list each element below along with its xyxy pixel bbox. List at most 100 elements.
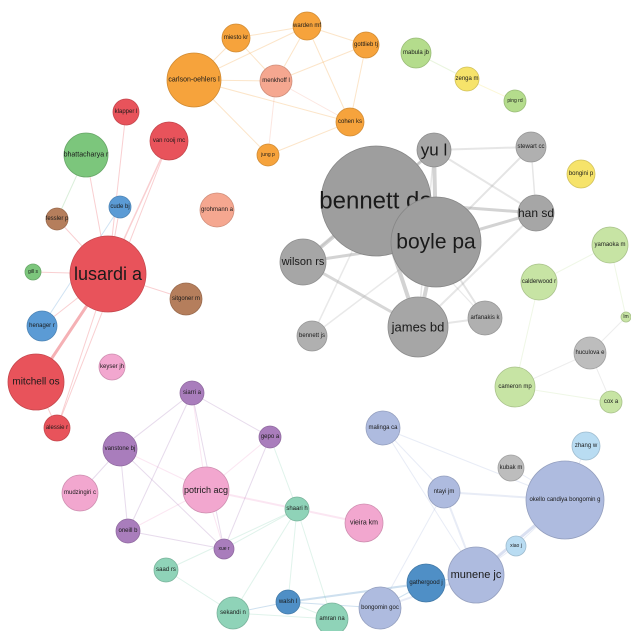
node-mudzingiri[interactable]: mudzingiri c [61,474,99,512]
node-lusardi[interactable]: lusardi a [69,235,147,313]
node-vanrooij[interactable]: van rooij mc [149,121,189,161]
node-cameron[interactable]: cameron mp [494,366,536,408]
node-label: vieira km [350,520,378,527]
node-gathergood[interactable]: gathergood j [406,563,446,603]
node-bongomin[interactable]: bongomin goc [358,586,402,630]
node-label: siarri a [183,390,202,396]
node-label: alessie r [46,425,68,431]
node-label: lusardi a [74,264,143,284]
edge-shaari-gepo [269,436,298,510]
node-hansd[interactable]: han sd [517,194,555,232]
node-label: cameron mp [498,384,532,390]
node-boyle[interactable]: boyle pa [390,196,482,288]
node-circle [26,310,58,342]
node-label: boyle pa [396,231,476,254]
node-stewart[interactable]: stewart cc [515,131,547,163]
node-gill[interactable]: gill s [24,263,42,281]
node-label: bongini p [569,171,594,177]
node-cude[interactable]: cude bj [108,195,132,219]
node-label: gepo a [261,434,280,440]
node-label: fessler p [46,216,69,222]
node-saad[interactable]: saad rs [153,557,179,583]
node-malinga[interactable]: malinga ca [365,410,401,446]
node-label: mudzingiri c [64,490,96,496]
node-label: wilson rs [281,256,325,268]
node-amran[interactable]: amran na [315,602,349,631]
node-miesto[interactable]: miesto kr [221,23,251,53]
node-label: mitchell os [12,377,59,388]
node-wilson[interactable]: wilson rs [279,238,327,286]
node-gottlieb[interactable]: gottlieb tj [352,31,380,59]
node-zhang[interactable]: zhang w [571,431,601,461]
node-circle [63,132,109,178]
node-potrich[interactable]: potrich acg [182,466,230,514]
edge-shaari-sekandi [232,508,298,614]
node-label: lm [623,314,628,320]
edge-cohen-jung [267,121,351,156]
node-circle [344,503,384,543]
node-grohmann[interactable]: grohmann a [199,192,235,228]
node-xue[interactable]: xue r [213,538,235,560]
node-bennettjs[interactable]: bennett js [296,320,328,352]
node-menkhoff[interactable]: menkhoff l [259,64,293,98]
node-james[interactable]: james bd [387,296,449,358]
node-walsh[interactable]: walsh l [275,589,301,615]
node-mabula[interactable]: mabula jb [400,37,432,69]
edge-shaari-xue [223,508,298,550]
node-vanstone[interactable]: vanstone bj [102,431,138,467]
node-arfanakis[interactable]: arfanakis k [467,300,503,336]
node-bhattacharya[interactable]: bhattacharya r [63,132,109,178]
node-label: amran na [319,616,345,622]
edge-sekandi-amran [232,612,333,620]
node-keyser[interactable]: keyser jh [98,353,126,381]
node-circle [153,557,179,583]
edge-shaari-walsh [287,508,298,603]
node-label: huculova e [575,350,605,356]
node-circle [406,563,446,603]
node-mitchell[interactable]: mitchell os [7,353,65,411]
node-yu[interactable]: yu l [416,132,452,168]
node-xiao[interactable]: xiao j [505,535,527,557]
node-circle [400,37,432,69]
node-circle [43,414,71,442]
node-zenga[interactable]: zenga m [454,66,480,92]
node-klapper[interactable]: klapper l [112,98,140,126]
node-vieira[interactable]: vieira km [344,503,384,543]
node-bongini[interactable]: bongini p [566,159,596,189]
node-carlson[interactable]: carlson-oehlers l [166,52,222,108]
node-okello[interactable]: okello candiya bongomin g [525,460,605,540]
node-siarri[interactable]: siarri a [179,380,205,406]
node-kubak[interactable]: kubak m [497,454,525,482]
node-sitgoner[interactable]: sitgoner m [169,282,203,316]
node-sekandi[interactable]: sekandi n [216,596,250,630]
node-lm[interactable]: lm [620,311,631,323]
node-warden[interactable]: warden mf [292,11,322,41]
node-cohen[interactable]: cohen ks [335,107,365,137]
node-circle [61,474,99,512]
node-circle [98,353,126,381]
node-yamaoka[interactable]: yamaoka m [591,226,629,264]
node-huculova[interactable]: huculova e [573,336,607,370]
node-circle [45,207,69,231]
node-alessie[interactable]: alessie r [43,414,71,442]
node-circle [115,518,141,544]
node-label: saad rs [156,567,176,573]
edge-shaari-amran [296,508,333,620]
node-label: bhattacharya r [64,152,109,159]
node-oneill[interactable]: oneill b [115,518,141,544]
node-cox[interactable]: cox a [599,390,623,414]
node-fessler[interactable]: fessler p [45,207,69,231]
node-ping[interactable]: ping rd [503,89,527,113]
node-label: henager r [29,323,55,329]
node-label: gill s [28,269,39,275]
node-gepo[interactable]: gepo a [258,425,282,449]
node-calderwood[interactable]: calderwood r [520,263,558,301]
node-jung[interactable]: jung p [256,143,280,167]
edge-gepo-xue [223,436,271,550]
node-label: oneill b [118,528,138,534]
node-ntayi[interactable]: ntayi jm [427,475,461,509]
node-shaari[interactable]: shaari h [284,496,310,522]
node-munene[interactable]: munene jc [447,546,505,604]
node-henager[interactable]: henager r [26,310,58,342]
